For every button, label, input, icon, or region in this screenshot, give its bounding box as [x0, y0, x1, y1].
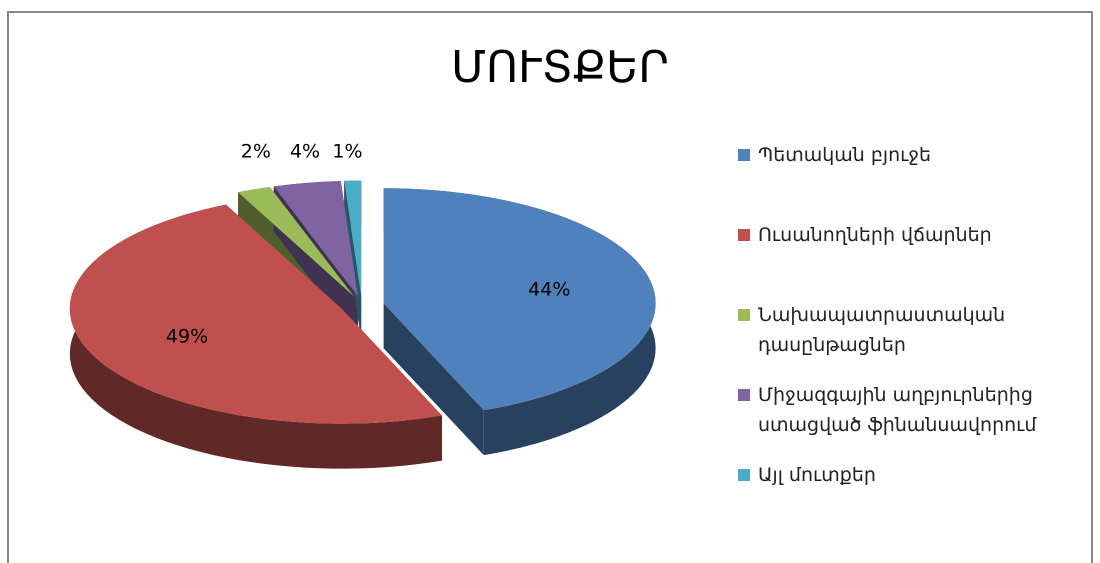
slice	[238, 186, 354, 297]
slice-radial-wall	[383, 303, 484, 456]
legend-swatch	[738, 309, 750, 321]
data-label: 2%	[241, 141, 271, 163]
slice	[69, 204, 442, 424]
legend-item: Նախապատրաստական դասընթացներ	[738, 300, 1088, 380]
legend: Պետական բյուջե Ուսանողների վճարներ Նախապատ…	[738, 140, 1088, 540]
legend-label: Այլ մուտքեր	[758, 464, 876, 486]
legend-item: Այլ մուտքեր	[738, 460, 1088, 540]
legend-swatch	[738, 229, 750, 241]
data-label: 1%	[332, 141, 362, 163]
legend-label: Պետական բյուջե	[758, 144, 932, 166]
chart-border	[7, 11, 1093, 563]
legend-item: Ուսանողների վճարներ	[738, 220, 1088, 300]
slice-outer-wall	[69, 204, 442, 469]
slices	[69, 180, 656, 424]
legend-label: Ուսանողների վճարներ	[758, 224, 992, 246]
legend-swatch	[738, 149, 750, 161]
data-label: 4%	[290, 141, 320, 163]
data-label: 44%	[528, 278, 570, 300]
legend-item: Պետական բյուջե	[738, 140, 1088, 220]
legend-swatch	[738, 469, 750, 481]
legend-swatch	[738, 389, 750, 401]
legend-item: Միջազգային աղբյուրներից ստացված ֆինանսավ…	[738, 380, 1088, 460]
chart-title: ՄՈՒՏՔԵՐ	[451, 42, 669, 93]
slice	[344, 180, 362, 296]
slice	[273, 181, 358, 296]
slice	[383, 188, 656, 411]
legend-label: Նախապատրաստական դասընթացներ	[758, 304, 1006, 356]
slice-radial-wall	[344, 180, 362, 341]
legend-label: Միջազգային աղբյուրներից ստացված ֆինանսավ…	[758, 384, 1037, 436]
data-label: 49%	[166, 326, 208, 348]
